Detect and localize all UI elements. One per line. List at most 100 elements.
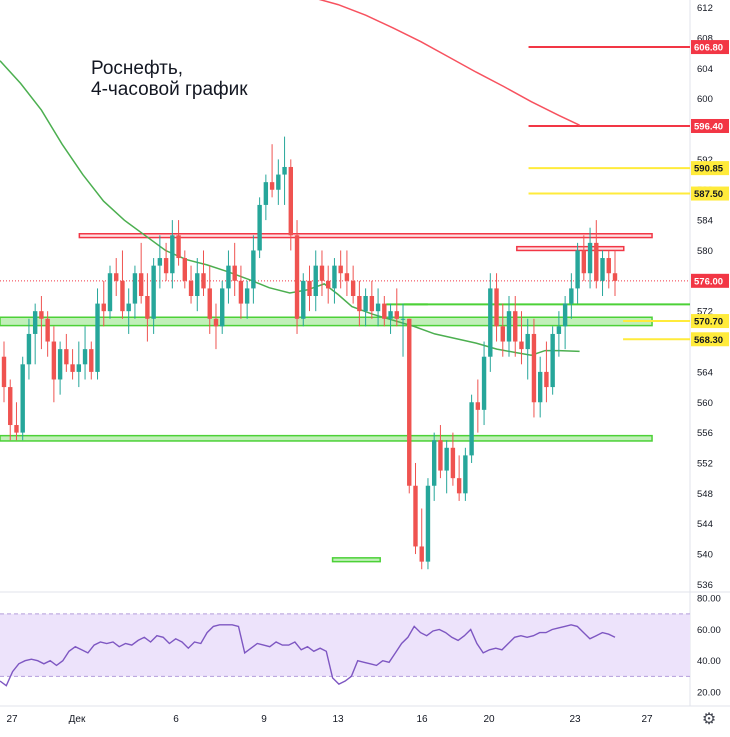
candle-body <box>413 485 418 547</box>
candle-body <box>157 258 163 266</box>
time-tick-label: 23 <box>569 714 581 725</box>
candle-body <box>500 326 505 342</box>
price-label-box <box>691 161 729 176</box>
price-tick-label: 560 <box>697 398 713 409</box>
candle-body <box>226 265 231 289</box>
chart-subtitle: 4-часовой график <box>91 79 248 100</box>
candle-body <box>519 341 524 350</box>
candle-body <box>120 280 125 312</box>
level-band <box>516 245 625 252</box>
candle-body <box>319 265 325 281</box>
candle-body <box>220 288 225 327</box>
price-label-box <box>691 273 729 288</box>
candle-body <box>76 364 82 372</box>
candle-body <box>344 273 350 281</box>
candle-body <box>463 455 468 494</box>
rsi-tick-label: 60.00 <box>697 625 721 636</box>
candle-body <box>182 258 188 281</box>
time-tick-label: 6 <box>173 714 179 725</box>
candle-body <box>556 326 562 334</box>
time-tick-label: 13 <box>332 714 344 725</box>
candle-body <box>581 250 587 274</box>
candle-body <box>1 356 7 388</box>
candle-body <box>145 296 150 319</box>
candle-body <box>326 280 331 289</box>
candle-body <box>294 235 300 319</box>
rsi-tick-label: 80.00 <box>697 594 721 605</box>
candle-body <box>301 280 306 319</box>
price-label-text: 606.80 <box>694 43 723 54</box>
candle-body <box>257 204 262 251</box>
time-tick-label: 9 <box>261 714 267 725</box>
candle-body <box>89 349 94 372</box>
candle-body <box>51 341 57 380</box>
candle-body <box>188 280 194 296</box>
price-tick-label: 544 <box>697 519 713 530</box>
candle-body <box>569 288 574 304</box>
candle-body <box>64 349 69 365</box>
candle-body <box>431 440 437 486</box>
price-label-box <box>691 118 729 133</box>
candle-body <box>388 311 393 319</box>
rsi-band <box>0 613 690 677</box>
candle-body <box>39 311 44 319</box>
candle-body <box>282 166 287 175</box>
candle-body <box>138 273 144 296</box>
candle-body <box>488 288 493 357</box>
price-tick-label: 604 <box>697 64 713 75</box>
candle-body <box>469 402 474 456</box>
time-tick-label: 20 <box>483 714 495 725</box>
price-tick-label: 564 <box>697 367 713 378</box>
candle-body <box>438 440 443 471</box>
price-tick-label: 584 <box>697 216 713 227</box>
candle-body <box>400 318 406 320</box>
candle-body <box>494 288 499 327</box>
candle-body <box>513 311 518 342</box>
candle-body <box>176 235 181 259</box>
price-tick-label: 572 <box>697 307 713 318</box>
candle-body <box>425 485 431 562</box>
candle-body <box>587 242 593 274</box>
rsi-tick-label: 40.00 <box>697 656 721 667</box>
price-tick-label: 536 <box>697 580 713 591</box>
candle-body <box>263 182 269 205</box>
candle-body <box>244 288 250 304</box>
price-label-text: 570.70 <box>694 317 723 328</box>
price-tick-label: 548 <box>697 489 713 500</box>
time-tick-label: 16 <box>416 714 428 725</box>
candle-body <box>394 311 399 319</box>
candle-body <box>276 174 281 190</box>
candle-body <box>606 258 611 274</box>
candle-body <box>195 273 200 296</box>
price-label-text: 568.30 <box>694 335 723 346</box>
candle-body <box>82 349 88 365</box>
price-tick-label: 580 <box>697 246 713 257</box>
candle-body <box>444 447 449 471</box>
candle-body <box>70 364 75 372</box>
candle-body <box>20 364 25 433</box>
candle-body <box>201 273 206 289</box>
candle-body <box>101 303 106 312</box>
price-tick-label: 556 <box>697 428 713 439</box>
candle-body <box>14 425 19 433</box>
level-band <box>331 557 381 563</box>
candle-body <box>32 311 38 334</box>
price-tick-label: 552 <box>697 458 713 469</box>
price-label-box <box>691 332 729 347</box>
price-tick-label: 612 <box>697 3 713 14</box>
candle-body <box>107 273 113 312</box>
candle-body <box>238 280 244 304</box>
candle-body <box>594 242 599 281</box>
price-label-box <box>691 314 729 329</box>
candle-body <box>363 296 368 312</box>
chart-title: Роснефть, <box>91 58 184 79</box>
candle-body <box>170 235 175 274</box>
candle-body <box>232 265 237 281</box>
price-tick-label: 592 <box>697 155 713 166</box>
rsi-tick-label: 20.00 <box>697 687 721 698</box>
gear-icon[interactable]: ⚙ <box>701 711 717 728</box>
candle-body <box>544 371 549 388</box>
candle-body <box>288 166 293 236</box>
